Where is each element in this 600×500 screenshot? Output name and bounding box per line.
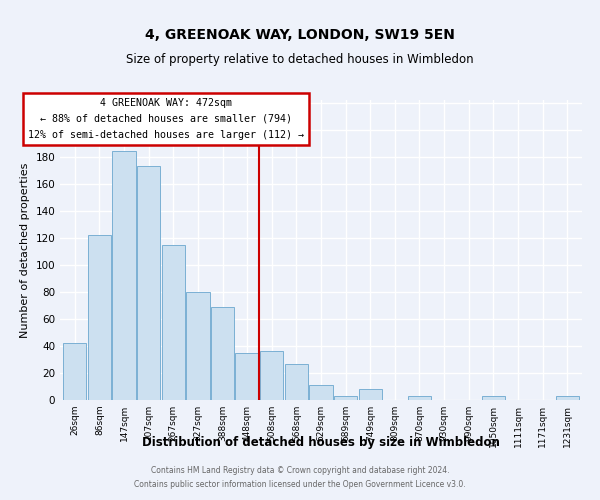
Bar — [161, 244, 185, 400]
Bar — [186, 292, 209, 400]
Bar — [310, 385, 332, 400]
Text: Distribution of detached houses by size in Wimbledon: Distribution of detached houses by size … — [142, 436, 500, 449]
Bar — [482, 396, 505, 400]
Text: 4 GREENOAK WAY: 472sqm
← 88% of detached houses are smaller (794)
12% of semi-de: 4 GREENOAK WAY: 472sqm ← 88% of detached… — [28, 98, 304, 140]
Bar — [359, 389, 382, 400]
Bar — [112, 152, 136, 400]
Bar — [88, 235, 111, 400]
Bar — [334, 396, 358, 400]
Bar — [260, 352, 283, 400]
Bar — [284, 364, 308, 400]
Bar — [556, 396, 579, 400]
Text: Contains HM Land Registry data © Crown copyright and database right 2024.
Contai: Contains HM Land Registry data © Crown c… — [134, 466, 466, 488]
Y-axis label: Number of detached properties: Number of detached properties — [20, 162, 30, 338]
Bar — [408, 396, 431, 400]
Text: Size of property relative to detached houses in Wimbledon: Size of property relative to detached ho… — [126, 54, 474, 66]
Bar — [211, 307, 234, 400]
Text: 4, GREENOAK WAY, LONDON, SW19 5EN: 4, GREENOAK WAY, LONDON, SW19 5EN — [145, 28, 455, 42]
Bar — [137, 166, 160, 400]
Bar — [63, 343, 86, 400]
Bar — [235, 352, 259, 400]
